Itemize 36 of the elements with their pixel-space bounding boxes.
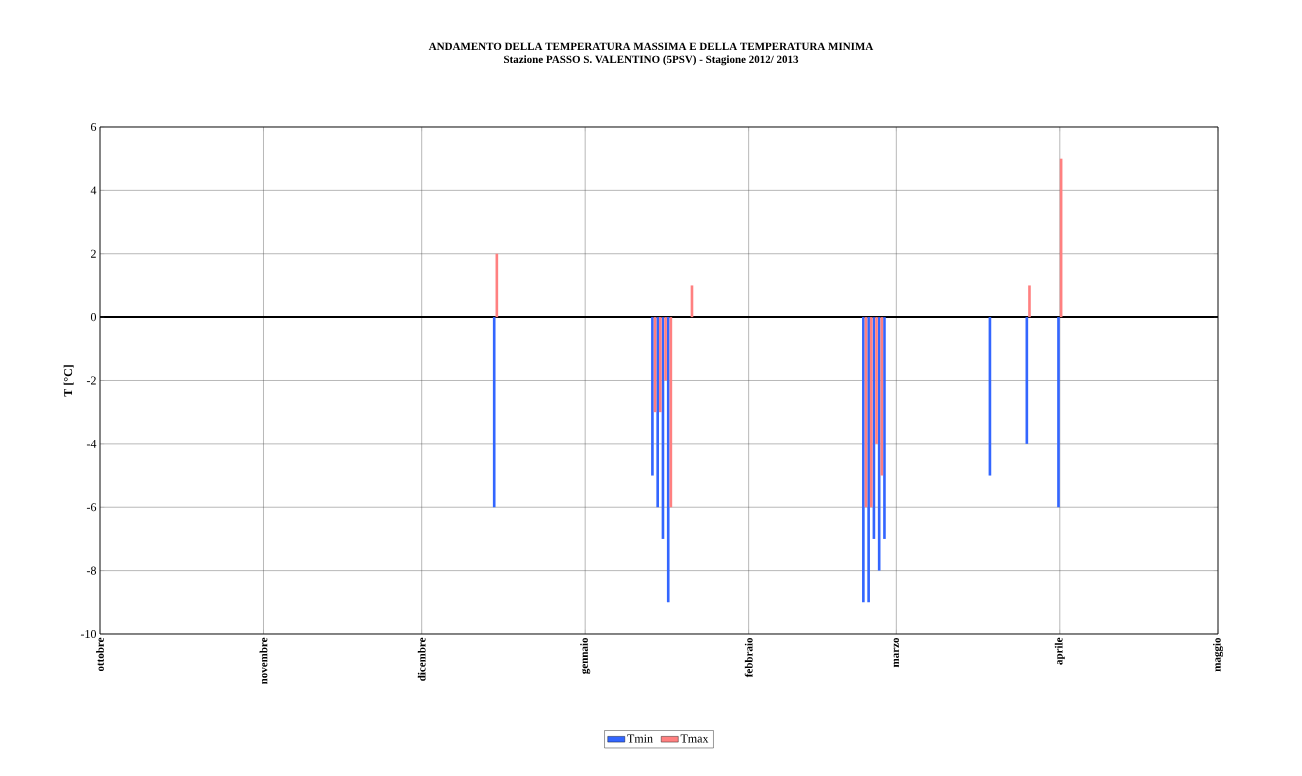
chart-subtitle: Stazione PASSO S. VALENTINO (5PSV) - Stagione 2012/ 2013 bbox=[504, 55, 799, 66]
x-tick-label: ottobre bbox=[96, 637, 104, 672]
bar bbox=[869, 317, 873, 508]
chart-title: ANDAMENTO DELLA TEMPERATURA MASSIMA E DELLA TEMPERATURA MINIMA bbox=[428, 42, 874, 51]
bar bbox=[883, 317, 886, 539]
x-tick-label: gennaio bbox=[580, 637, 591, 674]
bar bbox=[656, 317, 660, 508]
bar bbox=[867, 317, 870, 603]
y-tick-label: -6 bbox=[86, 503, 97, 512]
bar bbox=[659, 317, 662, 413]
y-tick-label: 6 bbox=[90, 122, 97, 132]
legend-label: Tmin bbox=[627, 734, 653, 743]
y-tick-label: 4 bbox=[90, 186, 97, 195]
x-tick-label: maggio bbox=[1212, 637, 1224, 672]
bar bbox=[1057, 317, 1060, 508]
y-axis-title: T [°C] bbox=[63, 365, 74, 397]
bar bbox=[862, 317, 865, 603]
bar bbox=[1028, 285, 1031, 318]
y-tick-label: -8 bbox=[86, 566, 97, 575]
bar bbox=[492, 317, 496, 508]
x-tick-label: dicembre bbox=[417, 637, 426, 681]
legend-label: Tmax bbox=[680, 734, 709, 743]
y-tick-label: 0 bbox=[90, 313, 97, 322]
y-tick-label: -2 bbox=[86, 376, 96, 385]
x-tick-label: aprile bbox=[1054, 637, 1065, 665]
y-tick-label: -4 bbox=[86, 439, 97, 448]
x-tick-label: marzo bbox=[893, 637, 899, 668]
x-tick-label: novembre bbox=[259, 637, 268, 685]
bar bbox=[664, 317, 667, 381]
bar bbox=[666, 317, 670, 603]
bar bbox=[875, 317, 878, 444]
y-tick-label: 2 bbox=[91, 249, 96, 258]
x-tick-label: febbraio bbox=[744, 637, 753, 678]
y-tick-label: -10 bbox=[80, 629, 97, 639]
bar bbox=[880, 317, 884, 476]
bar bbox=[651, 317, 654, 476]
